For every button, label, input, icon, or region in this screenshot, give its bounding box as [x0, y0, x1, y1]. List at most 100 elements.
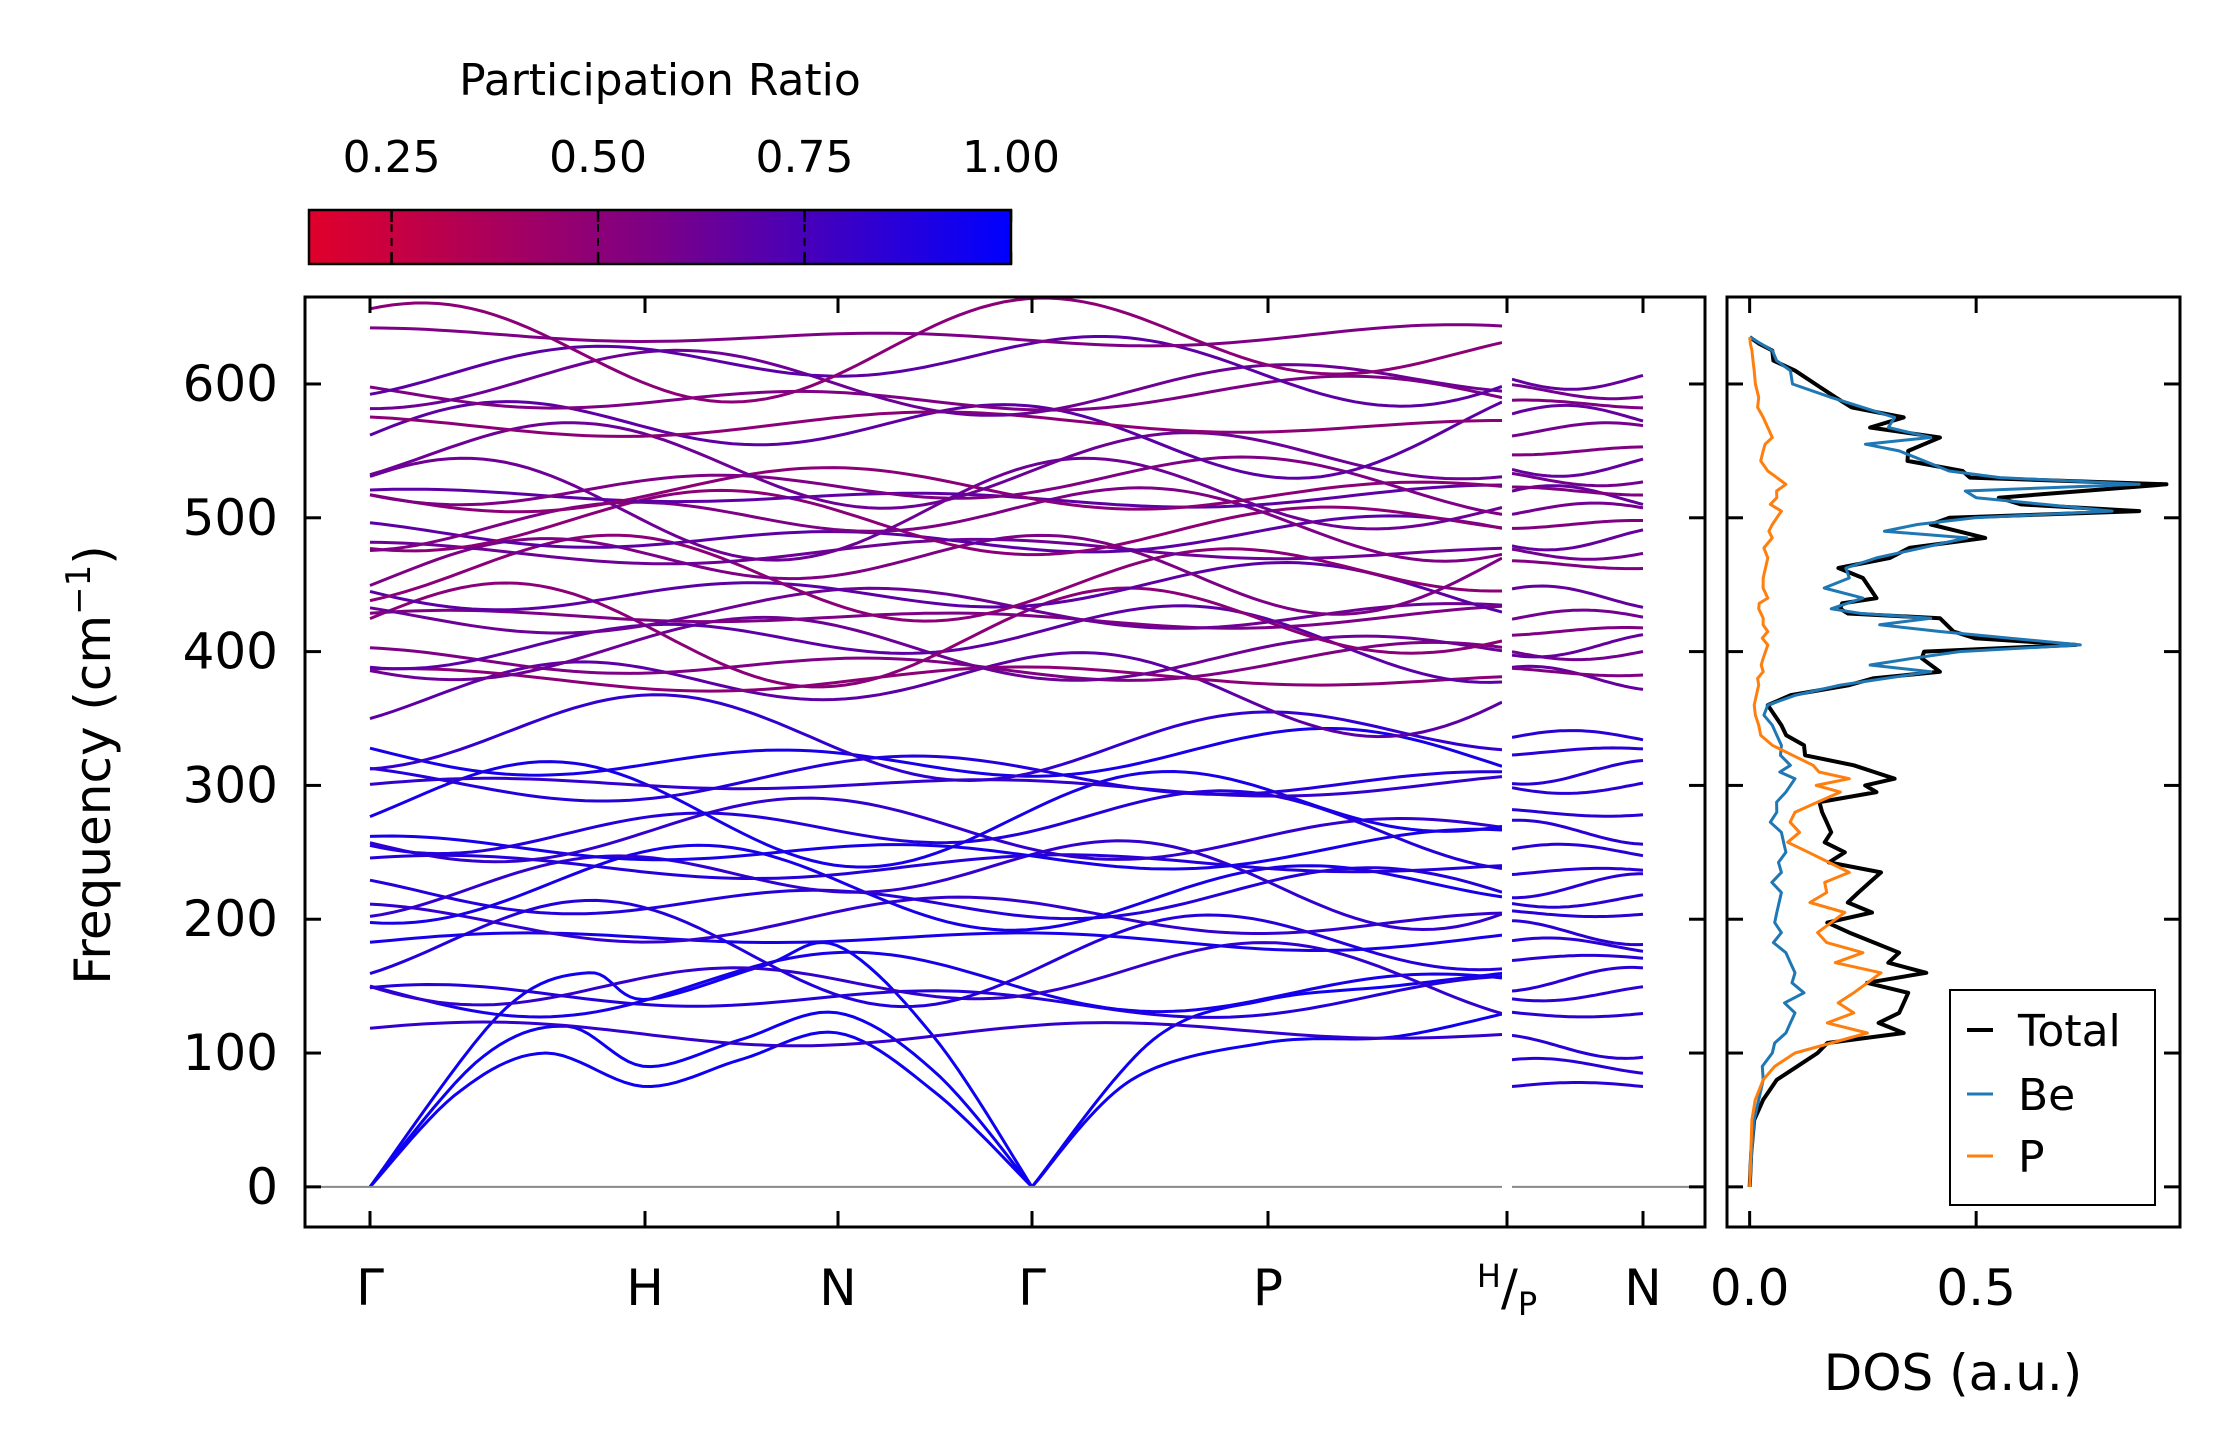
- band-segment2: [1511, 953, 1644, 962]
- band-optical: [369, 665, 1503, 693]
- kpoint-label: P: [1253, 1259, 1283, 1317]
- colorbar-tick-label: 1.00: [962, 132, 1060, 183]
- band-optical: [369, 941, 1503, 1016]
- dos-x-tick-label: 0.0: [1710, 1259, 1790, 1317]
- band-segment2: [1511, 729, 1644, 742]
- band-optical: [369, 853, 1503, 880]
- band-segment2: [1511, 842, 1644, 858]
- kpoint-label: N: [819, 1259, 856, 1317]
- band-acoustic: [1030, 971, 1508, 1188]
- path-discontinuity: [1502, 299, 1512, 1225]
- band-x-axis: Γ H N Γ P H/P N: [356, 297, 1662, 1323]
- kpoint-label: Γ: [356, 1259, 384, 1317]
- band-segment2: [1511, 746, 1644, 757]
- y-tick-label: 0: [246, 1158, 278, 1216]
- colorbar-tick-labels: 0.25 0.50 0.75 1.00: [343, 132, 1060, 183]
- band-segment2: [1512, 485, 1643, 497]
- band-optical: [369, 323, 1503, 348]
- kpath-breaks: [1502, 299, 1512, 1225]
- band-segment2: [1511, 1033, 1644, 1060]
- colorbar-tick-label: 0.25: [343, 132, 441, 183]
- band-optical: [369, 488, 1503, 557]
- band-segment2: [1511, 501, 1644, 516]
- band-segment2: [1511, 528, 1644, 552]
- band-optical: [369, 651, 1503, 739]
- band-optical: [369, 1020, 1503, 1048]
- band-optical: [369, 456, 1503, 562]
- band-optical: [369, 898, 1503, 1009]
- band-segment2: [1511, 985, 1644, 1003]
- band-optical: [369, 796, 1503, 864]
- band-optical: [369, 466, 1503, 514]
- kpoint-label: H/P: [1477, 1257, 1537, 1323]
- band-acoustic: [368, 940, 1034, 1188]
- band-optical: [369, 775, 1503, 798]
- y-tick-label: 100: [183, 1024, 278, 1082]
- band-optical: [369, 421, 1503, 510]
- ylabel-exponent: −1: [59, 565, 99, 615]
- band-segment2: [1511, 584, 1644, 609]
- band-segment2: [1511, 1056, 1644, 1075]
- dos-x-axis-label: DOS (a.u.): [1824, 1344, 2083, 1402]
- dos-plot-frame: [1725, 295, 2182, 1229]
- band-optical: [369, 483, 1503, 509]
- dos-series-p: [1748, 336, 1883, 1187]
- band-optical: [369, 533, 1503, 616]
- colorbar-tick-label: 0.75: [756, 132, 854, 183]
- band-segment2: [1511, 398, 1644, 410]
- dos-legend: Total Be P: [1949, 989, 2156, 1206]
- band-optical: [369, 950, 1503, 1019]
- legend-label-be: Be: [2018, 1070, 2075, 1121]
- band-segment2: [1512, 519, 1643, 530]
- band-acoustic: [368, 1010, 1034, 1188]
- band-acoustic: [368, 1030, 1034, 1188]
- band-optical: [369, 754, 1503, 803]
- band-lines: [368, 297, 1644, 1188]
- band-optical: [369, 931, 1503, 952]
- band-optical: [369, 514, 1503, 554]
- band-optical: [369, 604, 1503, 630]
- band-segment2: [1511, 383, 1644, 401]
- band-segment2: [1511, 1081, 1644, 1088]
- dos-series-be: [1748, 335, 2141, 1187]
- band-segment2: [1511, 1010, 1644, 1019]
- band-optical: [369, 348, 1503, 417]
- band-plot-frame: [303, 295, 1707, 1229]
- band-acoustic: [1030, 1011, 1508, 1188]
- band-optical: [369, 727, 1503, 778]
- band-optical: [369, 455, 1503, 516]
- band-segment2: [1511, 866, 1644, 876]
- dos-axes: 0.0 0.5: [1710, 297, 2180, 1317]
- dos-lines: [1747, 335, 2169, 1187]
- kpoint-label: N: [1624, 1259, 1661, 1317]
- band-segment2: [1511, 471, 1644, 488]
- band-segment2: [1511, 909, 1644, 919]
- kpoint-label: H: [626, 1259, 664, 1317]
- band-optical: [369, 297, 1503, 404]
- band-segment2: [1511, 633, 1644, 659]
- band-segment2: [1511, 936, 1644, 953]
- kpoint-label: Γ: [1018, 1259, 1046, 1317]
- band-optical: [369, 843, 1503, 932]
- band-optical: [369, 581, 1503, 689]
- band-segment2: [1511, 666, 1644, 678]
- band-y-axis: 0 100 200 300 400 500 600: [183, 355, 1705, 1216]
- band-segment2: [1511, 759, 1644, 786]
- band-optical: [369, 693, 1503, 783]
- band-y-axis-label: Frequency (cm−1): [59, 545, 122, 985]
- y-tick-label: 200: [183, 890, 278, 948]
- legend-frame: [1949, 989, 2156, 1206]
- band-optical: [369, 789, 1503, 870]
- colorbar: [307, 208, 1013, 266]
- band-optical: [369, 335, 1503, 408]
- band-optical: [369, 640, 1503, 682]
- band-segment2: [1511, 559, 1644, 571]
- band-segment2: [1511, 373, 1644, 391]
- dos-x-tick-label: 0.5: [1936, 1259, 2016, 1317]
- legend-label-total: Total: [2017, 1006, 2121, 1057]
- band-segment2: [1511, 547, 1644, 561]
- band-segment2: [1511, 403, 1644, 423]
- band-segment2: [1511, 893, 1644, 909]
- band-segment2: [1511, 608, 1644, 621]
